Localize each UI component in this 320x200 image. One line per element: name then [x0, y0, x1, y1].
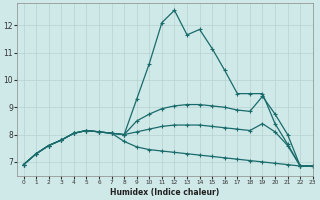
X-axis label: Humidex (Indice chaleur): Humidex (Indice chaleur)	[110, 188, 220, 197]
